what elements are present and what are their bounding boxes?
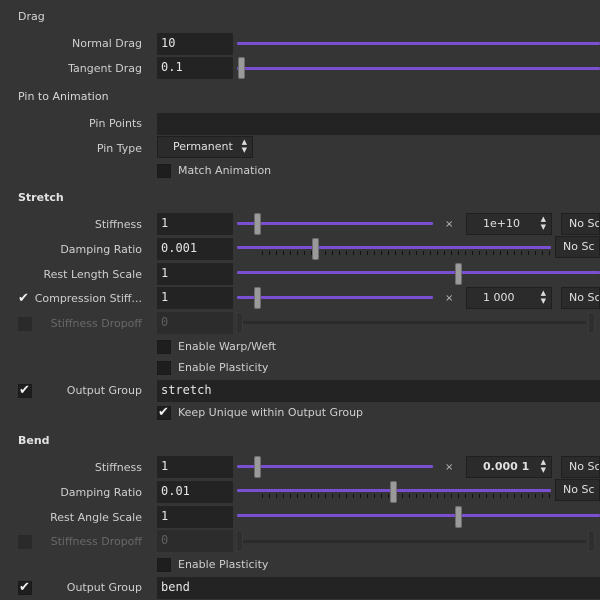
- bend-output-group-enable-box[interactable]: [18, 581, 32, 595]
- tangent-drag-input[interactable]: 0.1: [157, 57, 233, 79]
- compression-multiply-symbol: ×: [445, 293, 454, 304]
- match-animation-label: Match Animation: [178, 164, 272, 177]
- bend-section-header: Bend: [18, 434, 50, 447]
- stretch-stiffness-multiplier[interactable]: 1e+10 ▲ ▼: [466, 213, 552, 235]
- stretch-damping-slider-track[interactable]: [237, 246, 551, 249]
- stretch-dropoff-end-handle[interactable]: [588, 312, 595, 334]
- stretch-stiffness-multiply-symbol: ×: [445, 219, 454, 230]
- bend-damping-slider-handle[interactable]: [390, 481, 397, 503]
- enable-warp-weft-checkbox[interactable]: [157, 340, 171, 354]
- match-animation-checkbox[interactable]: [157, 164, 171, 178]
- tangent-drag-label: Tangent Drag: [68, 62, 142, 75]
- pin-section-header: Pin to Animation: [18, 90, 109, 103]
- stretch-output-group-label: Output Group: [66, 384, 142, 397]
- stretch-stiffness-multiplier-value: 1e+10: [483, 217, 520, 230]
- stretch-stiffness-scale-menu[interactable]: No Sc: [561, 213, 600, 235]
- bend-dropoff-label: Stiffness Dropoff: [50, 535, 142, 548]
- stretch-output-group-enable-box[interactable]: [18, 384, 32, 398]
- drag-section-header: Drag: [18, 10, 45, 23]
- rest-angle-scale-slider-handle[interactable]: [455, 506, 462, 528]
- bend-enable-plasticity-checkbox[interactable]: [157, 558, 171, 572]
- bend-dropoff-input[interactable]: 0: [157, 530, 233, 552]
- stretch-dropoff-label: Stiffness Dropoff: [50, 317, 142, 330]
- bend-output-group-enable-check[interactable]: ✔: [19, 580, 30, 595]
- stretch-output-group-input[interactable]: stretch: [157, 380, 600, 402]
- bend-stiffness-slider-track[interactable]: [237, 465, 433, 468]
- compression-stiffness-label: Compression Stiff...: [34, 292, 142, 305]
- compression-stiffness-input[interactable]: 1: [157, 287, 233, 309]
- bend-dropoff-slider-handle[interactable]: [236, 530, 243, 552]
- stretch-damping-input[interactable]: 0.001: [157, 238, 233, 260]
- rest-angle-scale-slider-track[interactable]: [237, 514, 600, 517]
- rest-angle-scale-label: Rest Angle Scale: [50, 511, 142, 524]
- bend-stiffness-multiplier-value: 0.000 1: [483, 460, 530, 473]
- compression-scale-menu[interactable]: No Sc: [561, 287, 600, 309]
- stretch-damping-slider-ticks: [262, 251, 551, 255]
- pin-type-label: Pin Type: [96, 142, 142, 155]
- bend-dropoff-enable-checkbox[interactable]: [18, 535, 32, 549]
- bend-stiffness-multiply-symbol: ×: [445, 462, 454, 473]
- stretch-dropoff-input[interactable]: 0: [157, 312, 233, 334]
- pin-type-value: Permanent: [173, 140, 233, 153]
- stretch-damping-scale-menu[interactable]: No Sc: [555, 236, 600, 258]
- spin-arrows-icon: ▲ ▼: [540, 215, 546, 231]
- bend-dropoff-end-handle[interactable]: [588, 530, 595, 552]
- bend-dropoff-slider-track[interactable]: [237, 540, 586, 543]
- stretch-stiffness-input[interactable]: 1: [157, 213, 233, 235]
- bend-enable-plasticity-label: Enable Plasticity: [178, 558, 269, 571]
- tangent-drag-slider-handle[interactable]: [238, 57, 245, 79]
- rest-length-scale-slider-handle[interactable]: [455, 263, 462, 285]
- compression-multiplier-value: 1 000: [483, 291, 515, 304]
- stretch-damping-slider-handle[interactable]: [312, 238, 319, 260]
- stretch-stiffness-slider-track[interactable]: [237, 222, 433, 225]
- bend-damping-input[interactable]: 0.01: [157, 481, 233, 503]
- keep-unique-checkbox[interactable]: [157, 406, 171, 420]
- stretch-enable-plasticity-checkbox[interactable]: [157, 361, 171, 375]
- bend-damping-slider-ticks: [262, 494, 551, 498]
- compression-stiffness-multiplier[interactable]: 1 000 ▲ ▼: [466, 287, 552, 309]
- spin-arrows-icon: ▲ ▼: [540, 458, 546, 474]
- pin-points-input[interactable]: [157, 113, 600, 135]
- compression-stiffness-enable-check[interactable]: ✔: [18, 291, 29, 306]
- pin-type-arrows-icon: ▲ ▼: [241, 138, 247, 154]
- keep-unique-label: Keep Unique within Output Group: [178, 406, 364, 419]
- bend-stiffness-input[interactable]: 1: [157, 456, 233, 478]
- stretch-damping-label: Damping Ratio: [60, 243, 142, 256]
- pin-type-menu[interactable]: Permanent ▲ ▼: [157, 136, 253, 158]
- stretch-output-group-enable-check[interactable]: ✔: [19, 383, 30, 398]
- tangent-drag-slider-track[interactable]: [237, 67, 600, 70]
- keep-unique-check[interactable]: ✔: [158, 405, 169, 420]
- bend-damping-scale-menu[interactable]: No Sc: [555, 479, 600, 501]
- bend-stiffness-label: Stiffness: [94, 461, 142, 474]
- normal-drag-label: Normal Drag: [71, 37, 142, 50]
- normal-drag-input[interactable]: 10: [157, 33, 233, 55]
- compression-stiffness-slider-track[interactable]: [237, 296, 433, 299]
- pin-points-label: Pin Points: [89, 117, 142, 130]
- stretch-dropoff-slider-handle[interactable]: [236, 312, 243, 334]
- rest-length-scale-input[interactable]: 1: [157, 263, 233, 285]
- bend-stiffness-scale-menu[interactable]: No Sc: [561, 456, 600, 478]
- bend-output-group-input[interactable]: bend: [157, 577, 600, 599]
- bend-stiffness-multiplier[interactable]: 0.000 1 ▲ ▼: [466, 456, 552, 478]
- bend-damping-label: Damping Ratio: [60, 486, 142, 499]
- normal-drag-slider-track[interactable]: [237, 42, 600, 45]
- stretch-stiffness-label: Stiffness: [94, 218, 142, 231]
- rest-angle-scale-input[interactable]: 1: [157, 506, 233, 528]
- stretch-stiffness-slider-handle[interactable]: [254, 213, 261, 235]
- stretch-dropoff-enable-checkbox[interactable]: [18, 317, 32, 331]
- spin-arrows-icon: ▲ ▼: [540, 289, 546, 305]
- enable-warp-weft-label: Enable Warp/Weft: [178, 340, 277, 353]
- stretch-dropoff-slider-track[interactable]: [237, 321, 586, 324]
- compression-stiffness-slider-handle[interactable]: [254, 287, 261, 309]
- rest-length-scale-slider-track[interactable]: [237, 271, 600, 274]
- bend-stiffness-slider-handle[interactable]: [254, 456, 261, 478]
- stretch-section-header: Stretch: [18, 191, 64, 204]
- stretch-enable-plasticity-label: Enable Plasticity: [178, 361, 269, 374]
- rest-length-scale-label: Rest Length Scale: [43, 268, 143, 281]
- bend-output-group-label: Output Group: [66, 581, 142, 594]
